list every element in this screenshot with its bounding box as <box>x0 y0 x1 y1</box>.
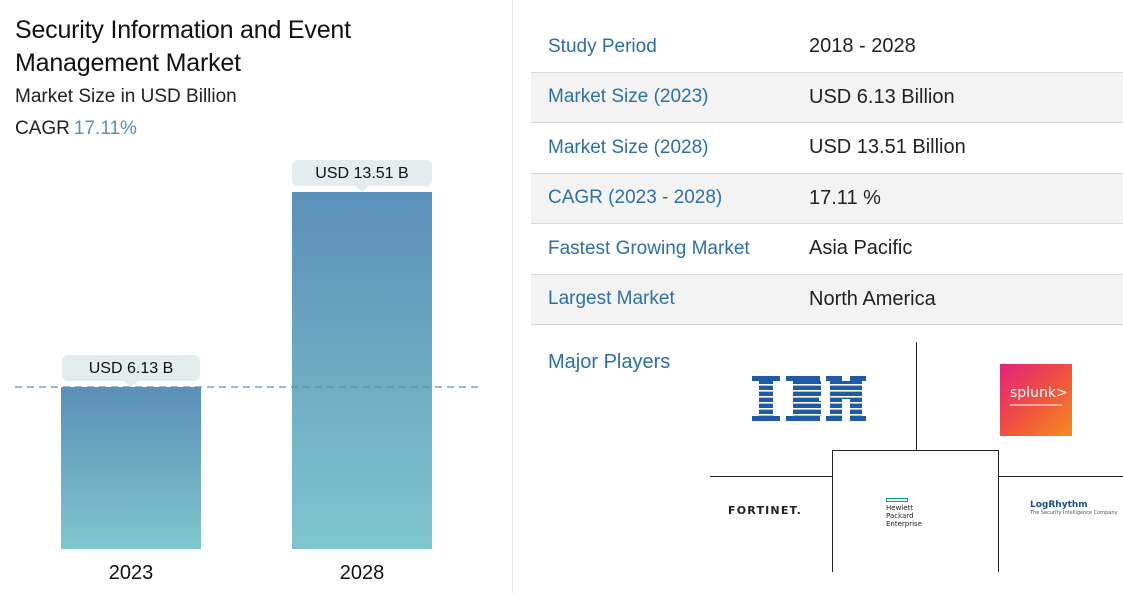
row-key: CAGR (2023 - 2028) <box>548 187 723 209</box>
cagr-value: 17.11% <box>73 118 137 139</box>
players-grid <box>700 340 1123 580</box>
grid-line <box>999 476 1123 477</box>
summary-table: Study Period 2018 - 2028 Market Size (2023… <box>531 22 1123 325</box>
row-key: Study Period <box>548 35 657 57</box>
table-row: Market Size (2023) USD 6.13 Billion <box>531 72 1123 123</box>
data-label: USD 13.51 B <box>315 165 408 182</box>
data-label-bg <box>62 355 200 382</box>
cagr-label: CAGR <box>15 118 70 139</box>
panel-divider <box>512 0 513 593</box>
data-label-bg <box>292 160 432 186</box>
ibm-logo <box>752 376 868 421</box>
row-key: Largest Market <box>548 288 675 310</box>
data-label: USD 6.13 B <box>89 360 173 377</box>
logrhythm-logo: LogRhythm The Security Intelligence Comp… <box>1030 500 1118 516</box>
hpe-logo: Hewlett Packard Enterprise <box>886 498 942 528</box>
grid-line <box>832 450 999 451</box>
chart-title: Security Information and Event Managemen… <box>15 16 351 77</box>
row-key: Fastest Growing Market <box>548 237 750 259</box>
table-row: CAGR (2023 - 2028) 17.11 % <box>531 173 1123 224</box>
table-row: Study Period 2018 - 2028 <box>531 22 1123 73</box>
major-players-label: Major Players <box>548 351 671 373</box>
bar-2023 <box>61 387 201 549</box>
chart-subtitle: Market Size in USD Billion <box>15 86 237 107</box>
row-value: USD 6.13 Billion <box>809 85 955 108</box>
fortinet-logo: FORTINET. <box>728 504 802 517</box>
table-row: Fastest Growing Market Asia Pacific <box>531 224 1123 275</box>
data-label-pointer <box>124 381 138 388</box>
cagr-line: CAGR 17.11% <box>15 118 137 140</box>
table-row: Largest Market North America <box>531 274 1123 325</box>
row-value: Asia Pacific <box>809 237 913 260</box>
grid-line <box>710 476 832 477</box>
row-value: 2018 - 2028 <box>809 35 916 58</box>
data-label-pointer <box>355 186 369 192</box>
bar-2028 <box>292 192 432 549</box>
row-key: Market Size (2028) <box>548 136 709 158</box>
x-tick-label: 2028 <box>340 562 385 584</box>
row-key: Market Size (2023) <box>548 86 709 108</box>
splunk-logo: splunk> <box>1000 364 1072 436</box>
row-value: USD 13.51 Billion <box>809 136 966 159</box>
row-value: North America <box>809 287 936 310</box>
chart-panel: Security Information and Event Managemen… <box>0 0 512 593</box>
grid-line <box>916 342 917 450</box>
row-value: 17.11 % <box>809 186 881 209</box>
table-row: Market Size (2028) USD 13.51 Billion <box>531 123 1123 174</box>
bar-chart: USD 6.13 B 2023 USD 13.51 B 2028 <box>15 160 480 584</box>
x-tick-label: 2023 <box>109 562 154 584</box>
grid-line <box>998 450 999 572</box>
grid-line <box>832 450 833 572</box>
